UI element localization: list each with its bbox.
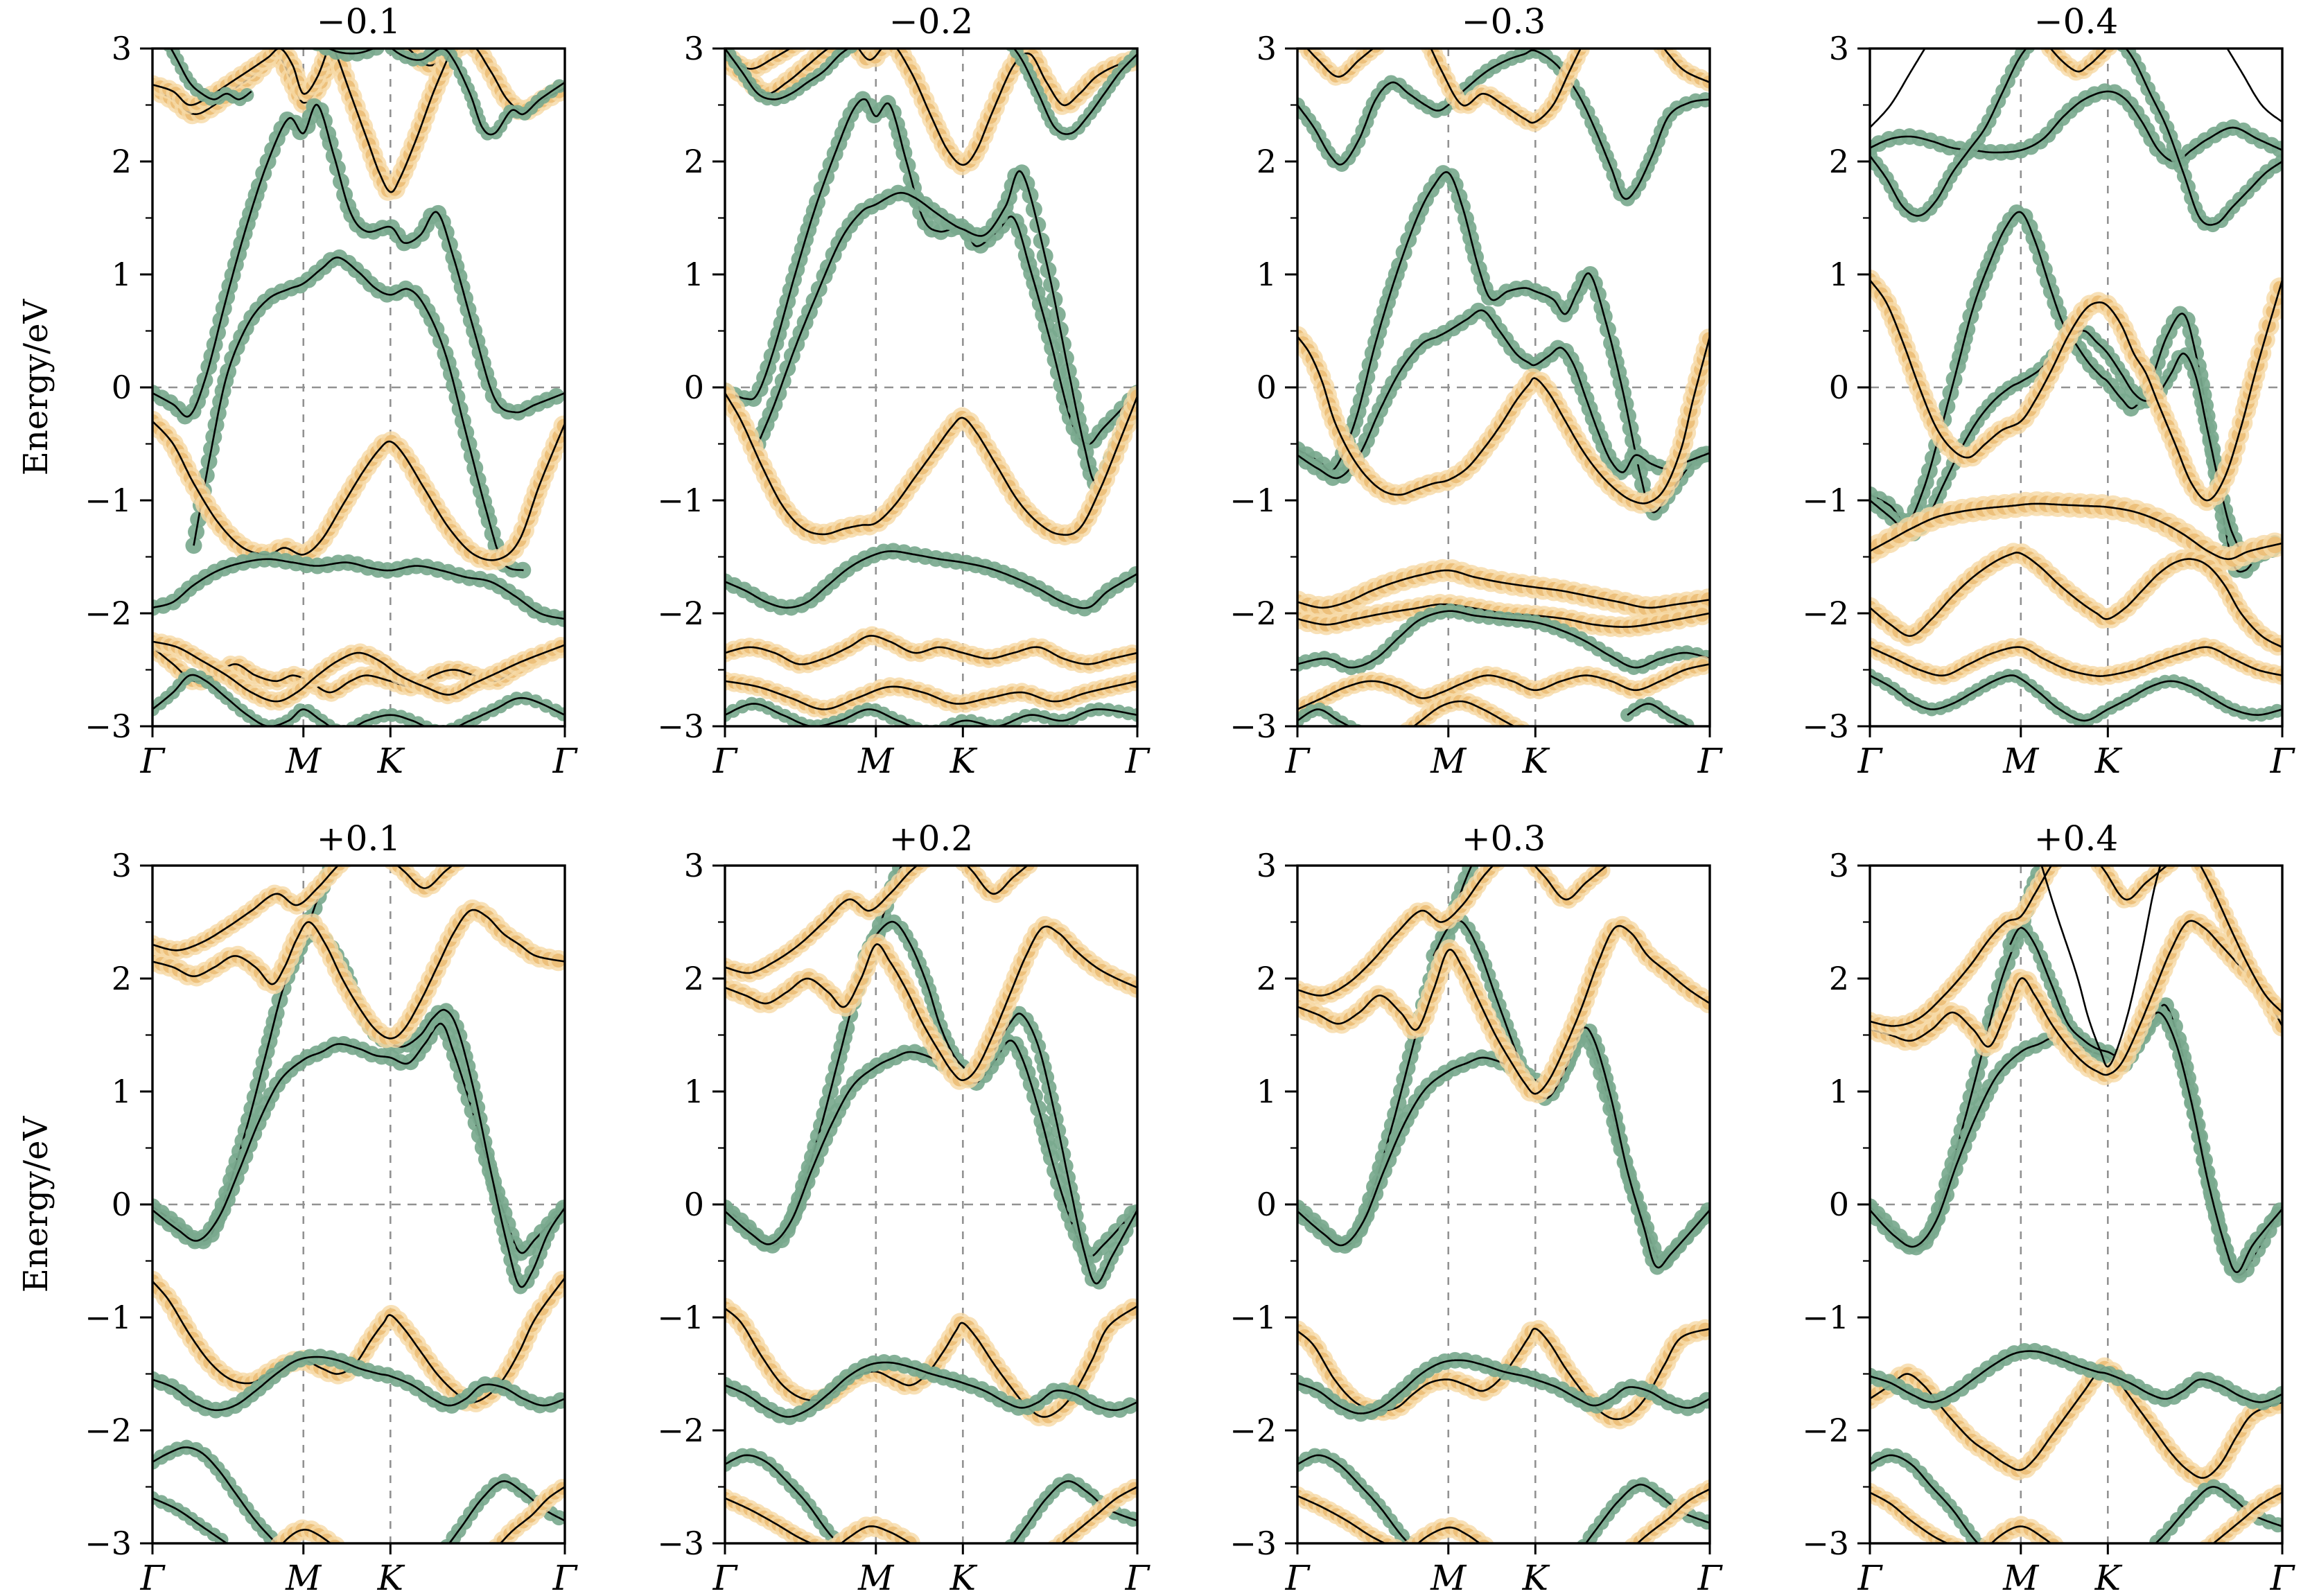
svg-text:−1: −1 bbox=[85, 1299, 132, 1336]
panel-title-minus-0-4: −0.4 bbox=[2033, 1, 2119, 42]
svg-text:Γ: Γ bbox=[1285, 741, 1311, 781]
svg-text:M: M bbox=[857, 741, 895, 781]
svg-text:3: 3 bbox=[684, 30, 704, 67]
svg-text:2: 2 bbox=[1829, 143, 1849, 180]
svg-text:−3: −3 bbox=[657, 708, 704, 745]
svg-text:Γ: Γ bbox=[552, 741, 579, 781]
svg-text:Γ: Γ bbox=[1857, 741, 1884, 781]
svg-text:2: 2 bbox=[1257, 143, 1277, 180]
svg-text:0: 0 bbox=[112, 1186, 132, 1223]
svg-text:Γ: Γ bbox=[552, 1558, 579, 1596]
svg-text:−2: −2 bbox=[1802, 595, 1849, 632]
svg-text:−2: −2 bbox=[657, 1412, 704, 1449]
panel-title-plus-0-2: +0.2 bbox=[889, 818, 974, 859]
svg-text:0: 0 bbox=[684, 369, 704, 406]
svg-text:Γ: Γ bbox=[2270, 741, 2296, 781]
svg-text:M: M bbox=[2002, 741, 2040, 781]
y-axis-label-top-row: Energy/eV bbox=[17, 299, 55, 476]
svg-text:−1: −1 bbox=[85, 482, 132, 519]
svg-text:−2: −2 bbox=[85, 595, 132, 632]
y-axis-label-bottom-row: Energy/eV bbox=[17, 1116, 55, 1293]
svg-text:K: K bbox=[2094, 741, 2123, 781]
panel-title-plus-0-3: +0.3 bbox=[1461, 818, 1546, 859]
svg-text:1: 1 bbox=[1829, 256, 1849, 293]
svg-text:−3: −3 bbox=[85, 708, 132, 745]
svg-text:Γ: Γ bbox=[140, 1558, 166, 1596]
svg-text:−2: −2 bbox=[657, 595, 704, 632]
svg-text:0: 0 bbox=[1257, 369, 1277, 406]
svg-text:K: K bbox=[377, 741, 405, 781]
svg-text:2: 2 bbox=[112, 143, 132, 180]
svg-text:3: 3 bbox=[112, 30, 132, 67]
svg-text:1: 1 bbox=[684, 1073, 704, 1110]
svg-text:M: M bbox=[1430, 741, 1467, 781]
svg-text:3: 3 bbox=[684, 847, 704, 884]
svg-text:−1: −1 bbox=[657, 1299, 704, 1336]
svg-text:1: 1 bbox=[112, 1073, 132, 1110]
svg-text:−3: −3 bbox=[85, 1525, 132, 1562]
svg-text:K: K bbox=[950, 741, 978, 781]
svg-text:3: 3 bbox=[112, 847, 132, 884]
svg-text:K: K bbox=[1522, 741, 1550, 781]
svg-text:Γ: Γ bbox=[712, 1558, 739, 1596]
svg-text:−1: −1 bbox=[1802, 482, 1849, 519]
svg-text:Γ: Γ bbox=[712, 741, 739, 781]
svg-text:3: 3 bbox=[1257, 30, 1277, 67]
svg-text:−2: −2 bbox=[85, 1412, 132, 1449]
svg-text:0: 0 bbox=[112, 369, 132, 406]
svg-text:M: M bbox=[285, 1558, 322, 1596]
panel-title-minus-0-1: −0.1 bbox=[316, 1, 401, 42]
svg-text:1: 1 bbox=[684, 256, 704, 293]
svg-text:M: M bbox=[285, 741, 322, 781]
svg-text:3: 3 bbox=[1829, 30, 1849, 67]
svg-text:−1: −1 bbox=[657, 482, 704, 519]
svg-text:Γ: Γ bbox=[1697, 741, 1724, 781]
svg-text:1: 1 bbox=[1257, 256, 1277, 293]
svg-text:−2: −2 bbox=[1229, 595, 1277, 632]
svg-text:2: 2 bbox=[684, 960, 704, 997]
svg-text:0: 0 bbox=[684, 1186, 704, 1223]
svg-text:K: K bbox=[377, 1558, 405, 1596]
panel-title-plus-0-4: +0.4 bbox=[2033, 818, 2119, 859]
svg-text:−1: −1 bbox=[1229, 482, 1277, 519]
panel-title-minus-0-2: −0.2 bbox=[889, 1, 974, 42]
svg-text:−3: −3 bbox=[657, 1525, 704, 1562]
panel-title-minus-0-3: −0.3 bbox=[1461, 1, 1546, 42]
svg-text:0: 0 bbox=[1829, 369, 1849, 406]
svg-text:Γ: Γ bbox=[1125, 741, 1151, 781]
svg-text:−3: −3 bbox=[1229, 708, 1277, 745]
svg-text:Γ: Γ bbox=[140, 741, 166, 781]
svg-text:2: 2 bbox=[684, 143, 704, 180]
panel-title-plus-0-1: +0.1 bbox=[316, 818, 401, 859]
svg-text:−3: −3 bbox=[1802, 708, 1849, 745]
svg-text:2: 2 bbox=[112, 960, 132, 997]
svg-text:1: 1 bbox=[112, 256, 132, 293]
